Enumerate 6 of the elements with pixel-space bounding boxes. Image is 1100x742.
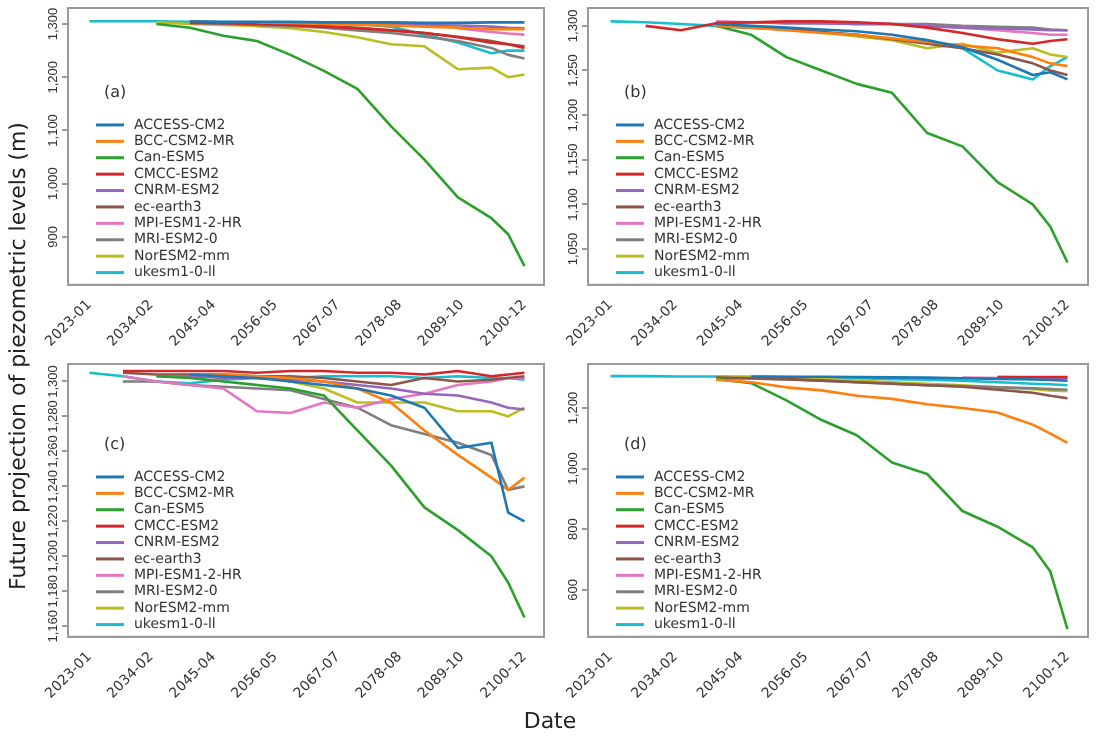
- annotation: (b): [624, 82, 647, 101]
- y-axis-title: Future projection of piezometric levels (m): [5, 121, 31, 589]
- x-axis-title: Date: [521, 708, 579, 734]
- annotation: (d): [624, 434, 647, 453]
- annotation: (c): [104, 434, 126, 453]
- annotation: (a): [104, 82, 127, 101]
